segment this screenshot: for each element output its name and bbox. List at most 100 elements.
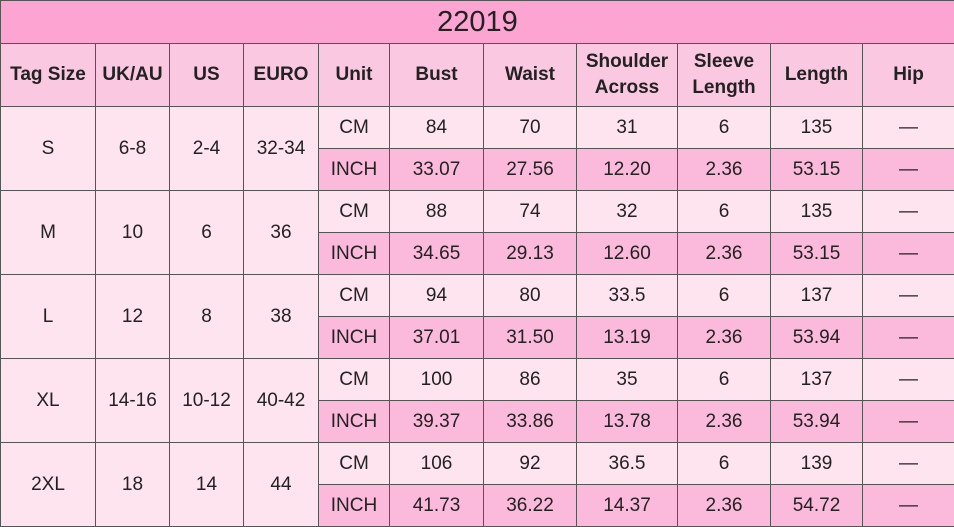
measure-cell: — <box>863 191 954 233</box>
measure-cell: 12.60 <box>577 233 678 275</box>
measure-cell: 139 <box>771 443 863 485</box>
measure-cell: 137 <box>771 275 863 317</box>
measure-cell: — <box>863 233 954 275</box>
size-cell: M <box>1 191 96 275</box>
measure-cell: 86 <box>484 359 577 401</box>
measure-cell: — <box>863 107 954 149</box>
measure-cell: 12.20 <box>577 149 678 191</box>
measure-cell: 33.5 <box>577 275 678 317</box>
size-cell: 6 <box>170 191 244 275</box>
measure-cell: — <box>863 485 954 527</box>
header-cell: Hip <box>863 44 954 107</box>
measure-cell: — <box>863 317 954 359</box>
size-cell: S <box>1 107 96 191</box>
measure-cell: 74 <box>484 191 577 233</box>
measure-cell: 94 <box>390 275 484 317</box>
size-cell: L <box>1 275 96 359</box>
measure-cell: 32 <box>577 191 678 233</box>
measure-cell: 41.73 <box>390 485 484 527</box>
measure-cell: 39.37 <box>390 401 484 443</box>
measure-cell: 29.13 <box>484 233 577 275</box>
measure-cell: 54.72 <box>771 485 863 527</box>
header-cell: Length <box>771 44 863 107</box>
measure-cell: 14.37 <box>577 485 678 527</box>
measure-cell: 92 <box>484 443 577 485</box>
measure-cell: INCH <box>319 149 390 191</box>
measure-cell: 135 <box>771 191 863 233</box>
measure-cell: INCH <box>319 401 390 443</box>
measure-cell: INCH <box>319 317 390 359</box>
measure-cell: 70 <box>484 107 577 149</box>
measure-cell: 53.15 <box>771 233 863 275</box>
measure-cell: 36.5 <box>577 443 678 485</box>
header-cell: US <box>170 44 244 107</box>
header-cell: Tag Size <box>1 44 96 107</box>
size-cell: 14-16 <box>96 359 170 443</box>
measure-cell: INCH <box>319 485 390 527</box>
measure-cell: 6 <box>678 191 771 233</box>
measure-cell: 31.50 <box>484 317 577 359</box>
measure-cell: CM <box>319 443 390 485</box>
measure-cell: 33.07 <box>390 149 484 191</box>
measure-cell: 2.36 <box>678 485 771 527</box>
size-cell: 32-34 <box>244 107 319 191</box>
measure-cell: — <box>863 359 954 401</box>
measure-cell: 13.19 <box>577 317 678 359</box>
measure-cell: 80 <box>484 275 577 317</box>
header-cell: UK/AU <box>96 44 170 107</box>
measure-cell: 13.78 <box>577 401 678 443</box>
measure-cell: 6 <box>678 275 771 317</box>
size-cell: 2-4 <box>170 107 244 191</box>
measure-cell: 33.86 <box>484 401 577 443</box>
table-title: 22019 <box>1 1 954 44</box>
measure-cell: INCH <box>319 233 390 275</box>
measure-cell: CM <box>319 275 390 317</box>
measure-cell: — <box>863 401 954 443</box>
measure-cell: 88 <box>390 191 484 233</box>
header-cell: Sleeve Length <box>678 44 771 107</box>
measure-cell: 135 <box>771 107 863 149</box>
measure-cell: 100 <box>390 359 484 401</box>
header-cell: EURO <box>244 44 319 107</box>
measure-cell: 2.36 <box>678 149 771 191</box>
measure-cell: 31 <box>577 107 678 149</box>
measure-cell: 106 <box>390 443 484 485</box>
measure-cell: 27.56 <box>484 149 577 191</box>
measure-cell: 35 <box>577 359 678 401</box>
size-cell: 2XL <box>1 443 96 527</box>
measure-cell: 53.94 <box>771 401 863 443</box>
measure-cell: 36.22 <box>484 485 577 527</box>
size-cell: 12 <box>96 275 170 359</box>
size-cell: 8 <box>170 275 244 359</box>
measure-cell: CM <box>319 191 390 233</box>
size-cell: XL <box>1 359 96 443</box>
measure-cell: 37.01 <box>390 317 484 359</box>
measure-cell: 6 <box>678 107 771 149</box>
measure-cell: — <box>863 275 954 317</box>
size-cell: 18 <box>96 443 170 527</box>
measure-cell: 6 <box>678 443 771 485</box>
size-cell: 38 <box>244 275 319 359</box>
size-cell: 40-42 <box>244 359 319 443</box>
measure-cell: 6 <box>678 359 771 401</box>
header-cell: Shoulder Across <box>577 44 678 107</box>
size-cell: 6-8 <box>96 107 170 191</box>
size-cell: 14 <box>170 443 244 527</box>
size-cell: 44 <box>244 443 319 527</box>
measure-cell: 2.36 <box>678 233 771 275</box>
measure-cell: 53.94 <box>771 317 863 359</box>
size-cell: 10 <box>96 191 170 275</box>
title-row: 22019 <box>1 1 954 44</box>
header-cell: Waist <box>484 44 577 107</box>
measure-cell: 2.36 <box>678 401 771 443</box>
measure-cell: — <box>863 149 954 191</box>
